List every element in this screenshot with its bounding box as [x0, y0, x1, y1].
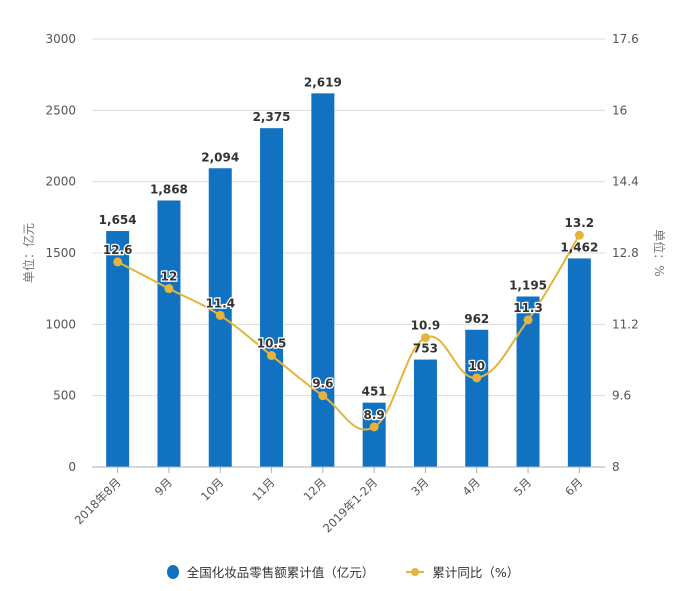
line-value-label: 12.6 [103, 243, 133, 257]
bar[interactable] [567, 258, 591, 467]
line-series-marker-icon [406, 567, 425, 577]
bar-series-marker-icon [166, 564, 179, 579]
left-axis-title: 单位：亿元 [21, 223, 36, 283]
line-value-label: 10.9 [411, 319, 441, 333]
x-axis-tick: 4月 [460, 475, 483, 498]
legend-label: 累计同比（%） [432, 565, 520, 580]
x-axis-tick: 6月 [562, 475, 585, 498]
right-axis-tick: 8 [612, 460, 620, 474]
x-axis-tick: 2019年1-2月 [320, 475, 380, 535]
line-value-label: 8.9 [364, 408, 385, 422]
bar-value-label: 962 [464, 312, 489, 326]
bar-value-label: 2,375 [253, 110, 291, 124]
left-axis-tick: 2000 [45, 175, 76, 189]
legend-item-retail-sales[interactable]: 全国化妆品零售额累计值（亿元） [166, 562, 375, 581]
bar[interactable] [260, 128, 284, 467]
line-point[interactable] [267, 351, 277, 361]
bar-value-label: 451 [362, 385, 387, 399]
right-axis-tick: 16 [612, 103, 627, 117]
line-series [113, 230, 584, 432]
right-axis-tick: 9.6 [612, 389, 631, 403]
bar-value-label: 1,462 [560, 240, 598, 254]
line-point[interactable] [472, 373, 482, 383]
line-value-label: 10.5 [257, 337, 287, 351]
bar[interactable] [413, 359, 437, 467]
data-labels: 1,654 1,868 2,094 2,375 2,619 451 753 962 1,195 1… [99, 75, 599, 423]
bar[interactable] [516, 296, 540, 467]
line-point[interactable] [113, 257, 123, 267]
combo-chart: 0 8 500 9.6 1000 11.2 1500 12.8 2000 14.4 2500 16 30… [21, 32, 667, 535]
bar[interactable] [311, 93, 335, 467]
line-point[interactable] [369, 422, 379, 432]
bar[interactable] [157, 200, 181, 468]
bar[interactable] [362, 402, 386, 467]
bar[interactable] [106, 231, 130, 467]
right-axis-title: 单位：% [652, 229, 667, 276]
x-axis-tick: 12月 [301, 475, 329, 503]
line-point[interactable] [318, 391, 328, 401]
line-value-label: 10 [468, 359, 485, 373]
right-axis-tick: 12.8 [612, 246, 639, 260]
line-value-label: 12 [161, 270, 178, 284]
legend-label: 全国化妆品零售额累计值（亿元） [186, 565, 375, 580]
line-point[interactable] [215, 310, 225, 320]
line-point[interactable] [420, 333, 430, 343]
x-axis-tick: 3月 [408, 475, 431, 498]
left-axis-tick: 1000 [45, 317, 76, 331]
line-point[interactable] [523, 315, 533, 325]
left-axis-tick: 1500 [45, 246, 76, 260]
line-point[interactable] [164, 284, 174, 294]
x-axis-tick: 11月 [249, 475, 277, 503]
line-value-label: 9.6 [312, 377, 333, 391]
line-value-label: 11.3 [513, 301, 543, 315]
bar-value-label: 1,195 [509, 279, 547, 293]
right-axis-tick: 14.4 [612, 175, 639, 189]
x-axis-tick: 9月 [152, 475, 175, 498]
bar-value-label: 753 [413, 342, 438, 356]
x-axis-tick: 2018年8月 [72, 475, 124, 527]
line-value-label: 11.4 [205, 296, 235, 310]
line-value-label: 13.2 [565, 216, 595, 230]
bar[interactable] [465, 329, 489, 467]
x-axis-tick: 5月 [511, 475, 534, 498]
bar-series [106, 93, 591, 468]
line-point[interactable] [574, 230, 584, 240]
left-axis-tick: 2500 [45, 103, 76, 117]
bar-value-label: 1,654 [99, 213, 137, 227]
legend: 全国化妆品零售额累计值（亿元） 累计同比（%） [0, 562, 686, 581]
right-axis-tick: 17.6 [612, 32, 639, 46]
right-axis-tick: 11.2 [612, 317, 639, 331]
bar-value-label: 2,094 [201, 150, 239, 164]
left-axis-tick: 500 [53, 389, 76, 403]
left-axis-tick: 3000 [45, 32, 76, 46]
bar-value-label: 2,619 [304, 75, 342, 89]
legend-item-yoy-growth[interactable]: 累计同比（%） [406, 562, 519, 581]
left-axis-tick: 0 [68, 460, 76, 474]
x-axis-tick: 10月 [198, 475, 226, 503]
bar-value-label: 1,868 [150, 182, 188, 196]
axes: 0 8 500 9.6 1000 11.2 1500 12.8 2000 14.4 2500 16 30… [45, 32, 638, 535]
